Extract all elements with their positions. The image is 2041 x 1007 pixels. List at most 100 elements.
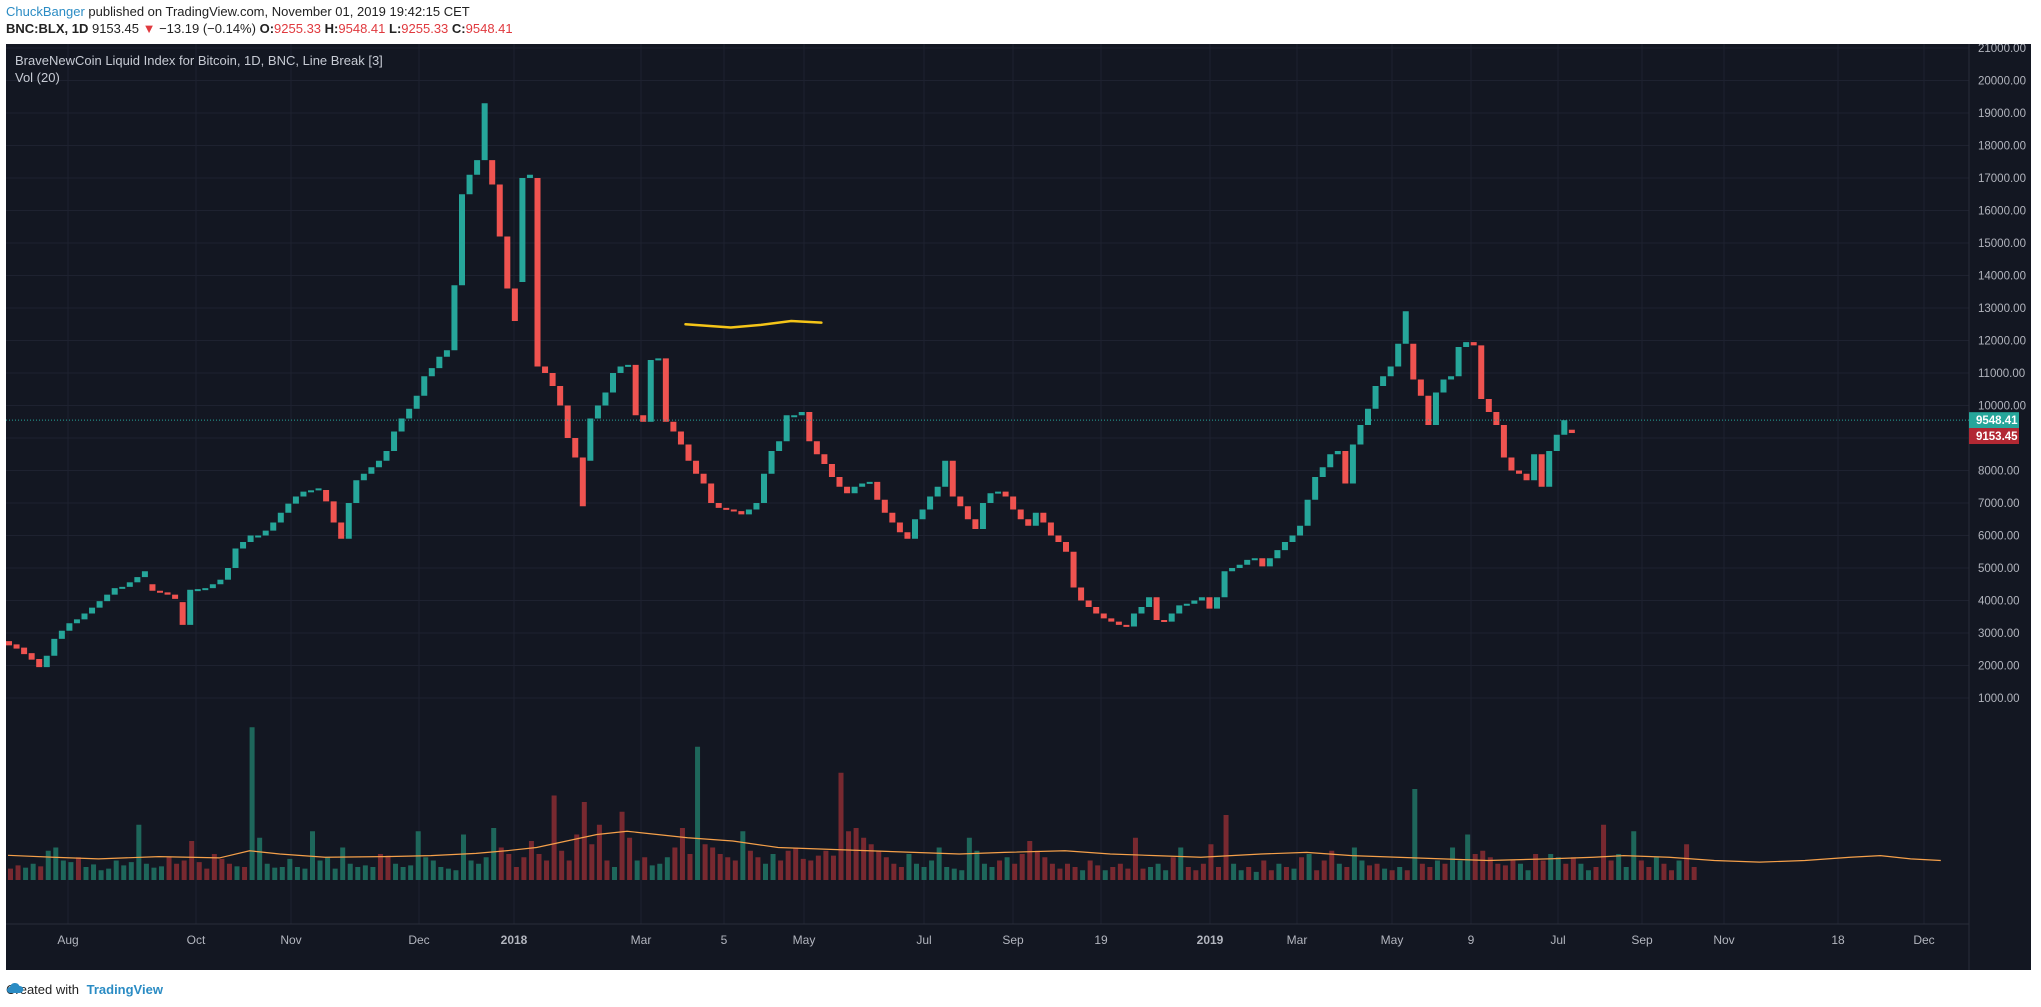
time-tick-label: 9 [1468,933,1475,947]
volume-bar [83,867,89,880]
volume-bar [642,857,648,880]
volume-bar [914,863,919,880]
volume-bar [1412,789,1418,880]
line-break-brick [436,356,443,369]
line-break-brick [1538,454,1545,487]
volume-bar [226,863,232,880]
line-break-brick [859,483,866,487]
volume-legend[interactable]: Vol (20) [15,70,60,85]
time-tick-label: Dec [1913,933,1934,947]
time-tick-label: Oct [187,933,206,947]
volume-bar [1095,865,1101,880]
volume-bar [559,850,565,880]
line-break-brick [1176,605,1183,614]
volume-bar [1148,867,1154,880]
line-break-brick [557,386,564,406]
volume-bar [1216,867,1221,880]
volume-bar [355,867,361,880]
volume-bar [332,868,338,880]
line-break-brick [836,477,843,487]
volume-bar [672,847,678,880]
volume-bar [461,834,466,880]
line-break-brick [587,418,594,461]
line-break-brick [1236,564,1243,568]
volume-bar [695,746,701,880]
volume-bar [1653,857,1659,880]
line-break-brick [345,503,352,539]
line-break-brick [1244,559,1251,565]
price-tick-label: 1000.00 [1978,693,2020,705]
volume-bar [883,857,889,880]
line-break-brick [481,103,488,161]
volume-bar [174,863,180,880]
line-break-brick [375,460,382,468]
volume-bar [1223,815,1229,880]
chart-area[interactable]: 1000.00 2000.00 3000.00 4000.00 5000.00 6000.… [6,44,2031,970]
line-break-brick [1093,607,1100,614]
volume-bar [377,854,383,880]
volume-bar [793,847,799,880]
volume-bar [393,863,399,880]
line-break-chart[interactable]: 1000.00 2000.00 3000.00 4000.00 5000.00 6000.… [6,44,2031,970]
line-break-brick [1500,425,1507,458]
volume-bar [234,866,240,880]
series-legend[interactable]: BraveNewCoin Liquid Index for Bitcoin, 1… [15,53,383,68]
volume-bar [264,863,270,880]
volume-bar [521,857,527,880]
volume-bar [581,802,587,880]
line-break-brick [904,532,911,539]
volume-bar [513,867,519,880]
volume-bar [453,870,459,880]
volume-bar [679,828,685,880]
line-break-brick [972,519,979,529]
line-break-brick [813,441,820,455]
line-break-brick [255,535,262,538]
volume-bar [853,828,859,880]
line-break-brick [753,503,760,510]
volume-bar [1442,863,1448,880]
volume-bar [906,854,912,880]
volume-bar [634,860,640,880]
line-break-brick [285,503,292,513]
line-break-brick [1055,535,1062,542]
line-break-brick [610,373,616,393]
line-break-brick [262,530,269,536]
volume-bar [53,847,59,880]
volume-bar [951,868,957,880]
volume-bar [566,860,572,880]
volume-bar [15,865,21,880]
volume-bar [445,868,451,880]
down-arrow-icon: ▼ [142,21,156,36]
author-link[interactable]: ChuckBanger [6,4,85,19]
volume-bar [151,867,157,880]
tradingview-logo[interactable]: TradingView [7,982,163,997]
volume-bar [1019,854,1025,880]
price-tick-label: 21000.00 [1978,44,2026,55]
volume-bar [710,847,716,880]
line-break-brick [1568,429,1575,434]
volume-bar [1321,860,1327,880]
volume-bar [1344,867,1350,880]
volume-ma-line [7,830,1941,863]
line-break-brick [1229,568,1236,572]
line-break-brick [383,451,390,461]
price-tick-label: 3000.00 [1978,628,2020,640]
line-break-brick [1508,457,1515,471]
line-break-brick [134,577,141,583]
volume-bar [740,831,746,880]
line-break-brick [1146,597,1153,607]
line-break-brick [1017,509,1024,520]
line-break-brick [6,641,12,646]
volume-bar [1080,870,1086,880]
line-break-brick [1274,550,1281,559]
line-break-brick [730,509,737,512]
volume-bar [249,727,255,880]
line-break-brick [1417,379,1424,396]
volume-bar [966,837,972,880]
volume-bar [808,860,814,880]
last-price-label: 9548.41 [1976,415,2018,427]
line-break-brick [874,481,881,500]
high-value: 9548.41 [338,21,386,36]
volume-bar [876,850,882,880]
volume-bar [1004,857,1010,880]
